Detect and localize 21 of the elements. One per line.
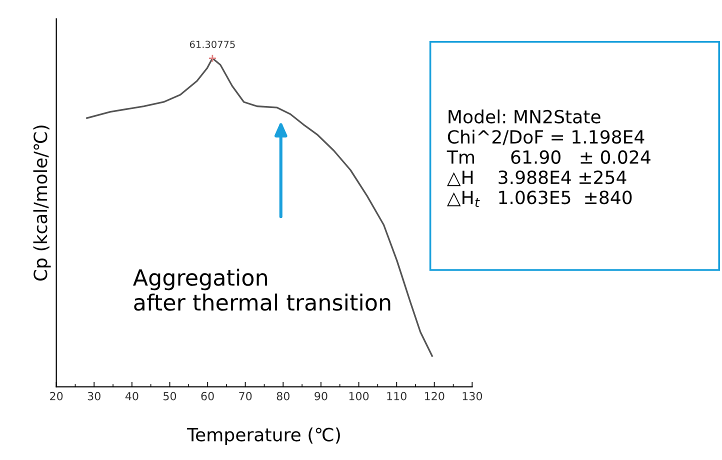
x-tick-label: 60	[201, 392, 214, 400]
x-tick-label: 70	[239, 392, 252, 400]
x-axis-title: Temperature (℃)	[186, 427, 340, 445]
x-tick-label: 50	[164, 392, 176, 400]
x-tick-label: 30	[88, 392, 100, 400]
x-tick-label: 100	[349, 392, 369, 400]
x-tick-label: 80	[276, 392, 290, 400]
x-tick-label: 120	[425, 392, 444, 400]
annotation: Aggregation after thermal transition	[133, 268, 390, 311]
x-tick-label: 110	[387, 392, 406, 400]
x-tick-label: 90	[314, 392, 328, 400]
x-tick-label: 130	[462, 392, 482, 400]
annotation: Tm 61.90 ± 0.024	[446, 150, 650, 164]
annotation: △H 3.988E4 ±254	[446, 170, 626, 186]
annotation: 61.30775	[190, 40, 235, 48]
x-tick-label: 20	[50, 392, 63, 400]
text: △H$_{t}$ 1.063E5 ±840	[446, 190, 632, 207]
x-tick-label: 40	[125, 392, 138, 400]
annotation: Chi^2/DoF = 1.198E4	[448, 130, 644, 146]
y-axis-title: Cp (kcal/mole/℃)	[33, 126, 51, 281]
annotation: Model: MN2State	[448, 110, 600, 124]
